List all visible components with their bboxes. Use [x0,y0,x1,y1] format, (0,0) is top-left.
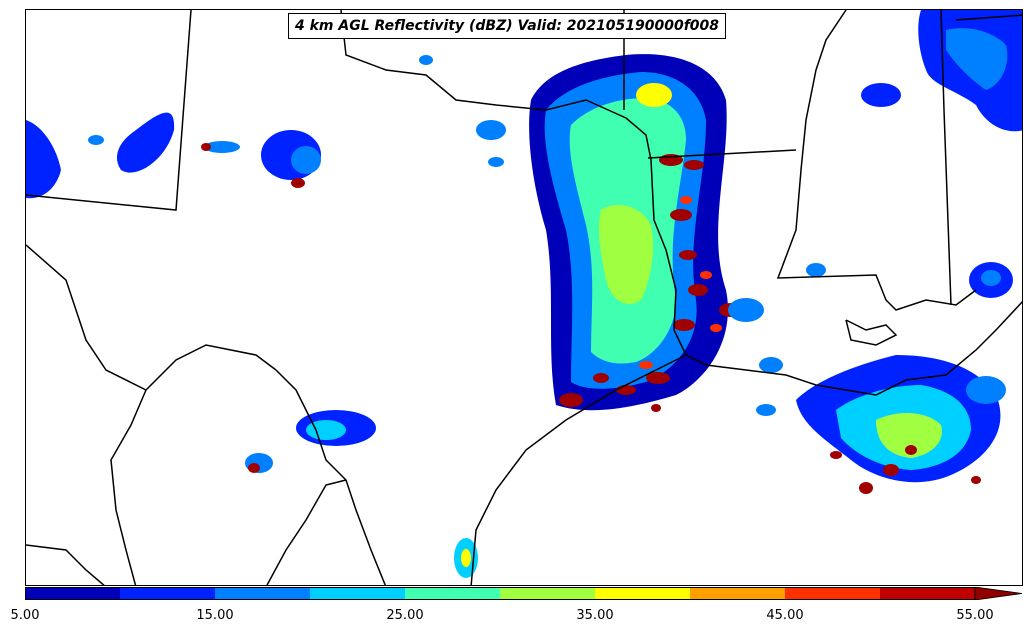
storm-nm-c-core [201,143,211,151]
colorbar-outline [25,587,976,600]
storm-ms-b-inner [981,270,1001,286]
intense-cells [559,154,743,412]
map-title: 4 km AGL Reflectivity (dBZ) Valid: 20210… [288,13,727,39]
colorbar-segment [595,587,691,600]
colorbar-tick-label: 35.00 [576,608,614,623]
reflectivity-map [26,10,1022,585]
colorbar-segment [120,587,216,600]
storm-core-north [636,83,672,107]
storm-ms-a [861,83,901,107]
colorbar-segment [405,587,501,600]
storm-coast-south-core [461,549,471,567]
map-panel [25,9,1023,586]
storm-nm-b [116,112,175,173]
storm-stx-b-core [248,463,260,473]
storm-west-edge [26,120,61,199]
colorbar-tick-label: 5.00 [10,608,40,623]
colorbar-segment [880,587,976,600]
storm-stx-a-inner [306,420,346,440]
colorbar-segment [215,587,311,600]
colorbar-extend-arrow [974,587,1023,600]
colorbar [25,587,1023,600]
storm-ne-corner-inner [946,28,1008,90]
boundaries [26,10,1022,585]
colorbar-tick-label: 55.00 [956,608,994,623]
colorbar-segment [25,587,121,600]
storm-nm-c [204,141,240,153]
colorbar-segment [690,587,786,600]
storm-la-inner [876,413,942,458]
storm-nm-a-inner [291,146,321,174]
la-intense-cells [830,445,981,494]
storm-line-core [598,205,653,304]
reflectivity-fields [26,10,1022,578]
colorbar-tick-label: 45.00 [766,608,804,623]
storm-nm-a-core [291,178,305,188]
colorbar-tick-label: 15.00 [196,608,234,623]
moderate-cells [639,196,722,369]
colorbar-segment [310,587,406,600]
colorbar-tick-label: 25.00 [386,608,424,623]
scattered-cells [88,55,826,416]
colorbar-segment [785,587,881,600]
storm-la-east [966,376,1006,404]
colorbar-segment [500,587,596,600]
